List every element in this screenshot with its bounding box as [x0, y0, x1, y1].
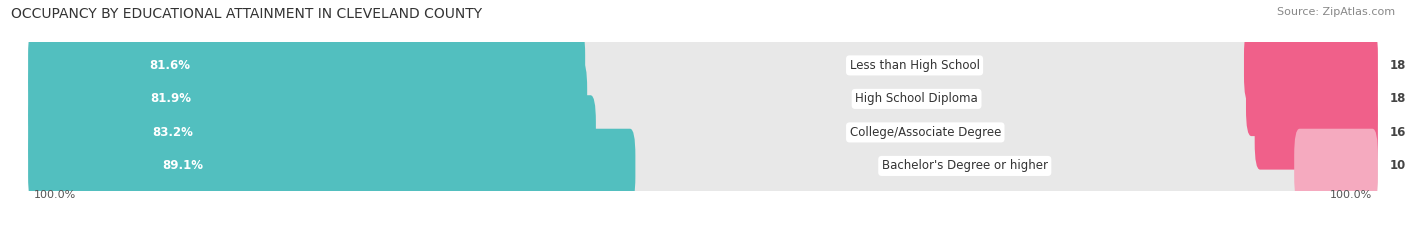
Text: College/Associate Degree: College/Associate Degree — [849, 126, 1001, 139]
Text: Bachelor's Degree or higher: Bachelor's Degree or higher — [882, 159, 1047, 172]
FancyBboxPatch shape — [1246, 62, 1378, 136]
Text: 16.8%: 16.8% — [1389, 126, 1406, 139]
FancyBboxPatch shape — [28, 62, 1378, 136]
FancyBboxPatch shape — [28, 95, 1378, 170]
FancyBboxPatch shape — [28, 129, 1378, 203]
Text: OCCUPANCY BY EDUCATIONAL ATTAINMENT IN CLEVELAND COUNTY: OCCUPANCY BY EDUCATIONAL ATTAINMENT IN C… — [11, 7, 482, 21]
Text: 100.0%: 100.0% — [34, 190, 76, 200]
FancyBboxPatch shape — [28, 129, 636, 203]
Text: High School Diploma: High School Diploma — [855, 93, 979, 105]
Text: 83.2%: 83.2% — [152, 126, 193, 139]
FancyBboxPatch shape — [28, 28, 585, 103]
FancyBboxPatch shape — [28, 95, 596, 170]
FancyBboxPatch shape — [1254, 95, 1378, 170]
Text: 10.9%: 10.9% — [1389, 159, 1406, 172]
FancyBboxPatch shape — [28, 62, 588, 136]
Text: 100.0%: 100.0% — [1330, 190, 1372, 200]
FancyBboxPatch shape — [28, 28, 1378, 103]
Text: Source: ZipAtlas.com: Source: ZipAtlas.com — [1277, 7, 1395, 17]
Text: 81.6%: 81.6% — [149, 59, 191, 72]
Text: 81.9%: 81.9% — [150, 93, 191, 105]
Text: 18.1%: 18.1% — [1389, 93, 1406, 105]
Text: 18.4%: 18.4% — [1389, 59, 1406, 72]
Text: Less than High School: Less than High School — [849, 59, 980, 72]
FancyBboxPatch shape — [1244, 28, 1378, 103]
FancyBboxPatch shape — [1294, 129, 1378, 203]
Text: 89.1%: 89.1% — [162, 159, 202, 172]
